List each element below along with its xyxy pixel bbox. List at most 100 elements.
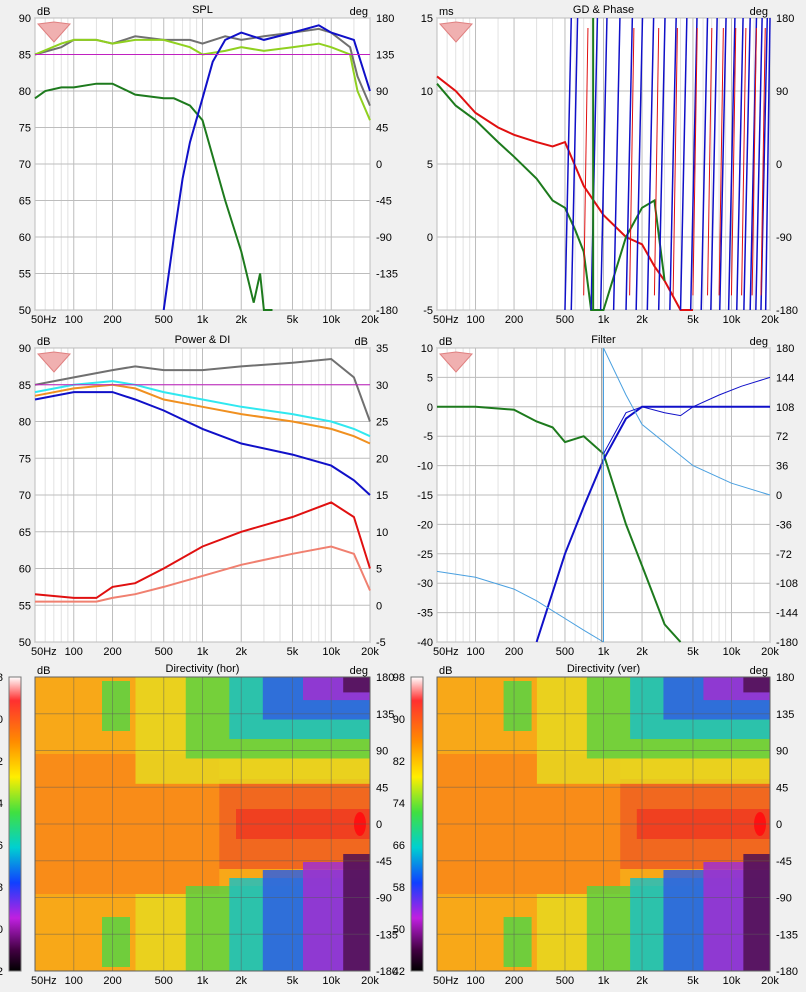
y-tick-label-left: 0 (427, 402, 433, 414)
x-tick-label: 500 (155, 975, 173, 987)
heatmap-lobe (102, 681, 130, 731)
y-tick-label-left: 85 (19, 50, 31, 62)
phase-wrap-line (599, 17, 608, 311)
y-axis-label-left: dB (439, 665, 452, 677)
chart-title: SPL (192, 4, 213, 16)
y-tick-label-right: 180 (376, 13, 394, 25)
phase-wrap-line (743, 17, 751, 311)
y-tick-label-right: -180 (376, 305, 398, 317)
y-tick-label-left: 55 (19, 600, 31, 612)
x-tick-label: 100 (65, 975, 83, 987)
x-tick-label: 2k (636, 975, 648, 987)
brand-logo-icon (36, 351, 72, 373)
x-tick-label: 20k (761, 975, 779, 987)
x-tick-label: 1k (197, 975, 209, 987)
y-tick-label-right: 72 (776, 431, 788, 443)
y-axis-label-left: dB (37, 665, 50, 677)
x-tick-label: 50Hz (31, 314, 57, 326)
y-tick-label-right: 35 (376, 343, 388, 355)
heatmap-zone (743, 854, 770, 971)
x-tick-label: 5k (687, 314, 699, 326)
x-tick-label: 20k (761, 646, 779, 658)
x-tick-label: 500 (155, 314, 173, 326)
colorbar-tick-label: 74 (393, 798, 405, 810)
x-tick-label: 5k (687, 975, 699, 987)
x-tick-label: 200 (103, 314, 121, 326)
x-tick-label: 2k (235, 646, 247, 658)
plot-frame (34, 676, 371, 972)
phase-wrap-line (755, 17, 763, 311)
y-tick-label-right: 135 (776, 709, 794, 721)
phase-wrap-line (707, 27, 713, 296)
y-tick-label-right: 5 (376, 564, 382, 576)
y-tick-label-right: -90 (376, 232, 392, 244)
x-tick-label: 200 (103, 646, 121, 658)
x-tick-label: 10k (322, 646, 340, 658)
y-tick-label-left: 55 (19, 269, 31, 281)
colorbar-tick-label: 98 (393, 672, 405, 684)
y-tick-label-left: 5 (427, 159, 433, 171)
heatmap-zone (343, 854, 370, 971)
y-tick-label-right: -144 (776, 608, 798, 620)
x-tick-label: 500 (556, 314, 574, 326)
y-tick-label-left: 90 (19, 343, 31, 355)
x-tick-label: 5k (287, 975, 299, 987)
phase-wrap-line (736, 17, 744, 311)
chart-title: Directivity (ver) (567, 663, 640, 675)
colorbar-tick-label: 74 (0, 798, 3, 810)
y-tick-label-right: 10 (376, 527, 388, 539)
y-tick-label-right: 20 (376, 453, 388, 465)
y-axis-label-right: deg (750, 336, 768, 348)
chart-panel-0: SPL dB deg 50Hz 100 200 500 1k 2k 5k 10k 20k 50 55 60 6… (19, 4, 398, 326)
x-tick-label: 10k (723, 646, 741, 658)
chart-title: Directivity (hor) (166, 663, 240, 675)
x-tick-label: 2k (636, 646, 648, 658)
chart-title: GD & Phase (573, 4, 634, 16)
series-line-cyan (34, 380, 371, 438)
series-line-blue (535, 405, 770, 643)
x-tick-label: 10k (322, 975, 340, 987)
colorbar-tick-label: 42 (0, 966, 3, 978)
y-axis-label-right: deg (750, 665, 768, 677)
x-tick-label: 1k (598, 646, 610, 658)
y-tick-label-right: 0 (376, 819, 382, 831)
colorbar (8, 676, 22, 972)
phase-wrap-line (719, 17, 727, 311)
series-line-light_blue (436, 570, 604, 643)
phase-traces (564, 17, 771, 311)
x-tick-label: 10k (322, 314, 340, 326)
y-tick-label-right: -90 (776, 232, 792, 244)
y-tick-label-left: 50 (19, 305, 31, 317)
x-tick-label: 1k (197, 314, 209, 326)
y-tick-label-right: -90 (776, 893, 792, 905)
y-tick-label-left: 70 (19, 159, 31, 171)
y-tick-label-right: 15 (376, 490, 388, 502)
x-tick-label: 20k (361, 646, 379, 658)
y-tick-label-right: 25 (376, 417, 388, 429)
phase-wrap-line (583, 27, 589, 296)
y-tick-label-left: 60 (19, 232, 31, 244)
phase-wrap-line (689, 17, 698, 311)
y-tick-label-left: 70 (19, 490, 31, 502)
y-axis-label-left: dB (37, 6, 50, 18)
colorbar-tick-label: 98 (0, 672, 3, 684)
series-line-dark_green (34, 82, 273, 311)
x-tick-label: 100 (65, 314, 83, 326)
y-axis-label-right: deg (750, 6, 768, 18)
chart-title: Filter (591, 334, 616, 346)
series-line-dark_green (436, 83, 666, 311)
phase-wrap-line (657, 17, 666, 311)
series-line-red (34, 501, 371, 599)
y-tick-label-left: 10 (421, 343, 433, 355)
y-tick-label-right: 108 (776, 402, 794, 414)
brand-logo-icon (438, 351, 474, 373)
y-tick-label-right: -108 (776, 578, 798, 590)
chart-title: Power & DI (175, 334, 231, 346)
brand-logo-icon (36, 21, 72, 43)
phase-wrap-line (635, 17, 644, 311)
x-tick-label: 20k (361, 314, 379, 326)
colorbar-tick-label: 66 (393, 840, 405, 852)
y-tick-label-left: 80 (19, 417, 31, 429)
y-tick-label-right: -180 (376, 966, 398, 978)
